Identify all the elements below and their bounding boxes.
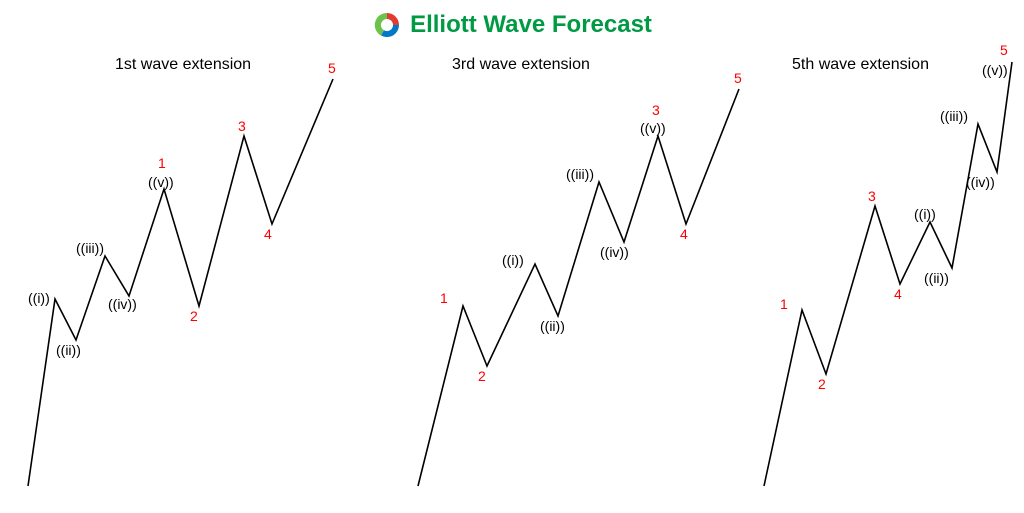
wave-label: 3 [868,188,876,204]
wave-label: ((i)) [502,252,524,268]
wave-label: 1 [440,290,448,306]
wave-line-1 [28,79,333,486]
wave-label: ((iv)) [600,244,629,260]
wave-label: ((iii)) [76,240,104,256]
wave-label: 2 [478,368,486,384]
wave-label: 3 [652,102,660,118]
wave-line-2 [418,89,739,486]
wave-label: 2 [190,308,198,324]
wave-label: ((iv)) [108,296,137,312]
wave-label: ((iii)) [566,166,594,182]
wave-label: ((v)) [640,120,666,136]
wave-line-3 [764,62,1012,486]
wave-label: 1 [158,155,166,171]
wave-label: ((ii)) [540,318,565,334]
wave-label: ((iv)) [966,174,995,190]
wave-label: ((ii)) [56,342,81,358]
wave-label: 5 [328,60,336,76]
wave-label: 2 [818,376,826,392]
wave-label: 4 [680,226,688,242]
wave-label: ((v)) [982,62,1008,78]
wave-label: 5 [734,70,742,86]
wave-label: ((ii)) [924,270,949,286]
wave-label: ((i)) [914,206,936,222]
wave-label: ((v)) [148,174,174,190]
wave-label: 4 [264,226,272,242]
wave-label: ((i)) [28,290,50,306]
wave-label: 1 [780,296,788,312]
wave-label: 5 [1000,42,1008,58]
wave-label: ((iii)) [940,108,968,124]
wave-label: 4 [894,286,902,302]
wave-label: 3 [238,118,246,134]
